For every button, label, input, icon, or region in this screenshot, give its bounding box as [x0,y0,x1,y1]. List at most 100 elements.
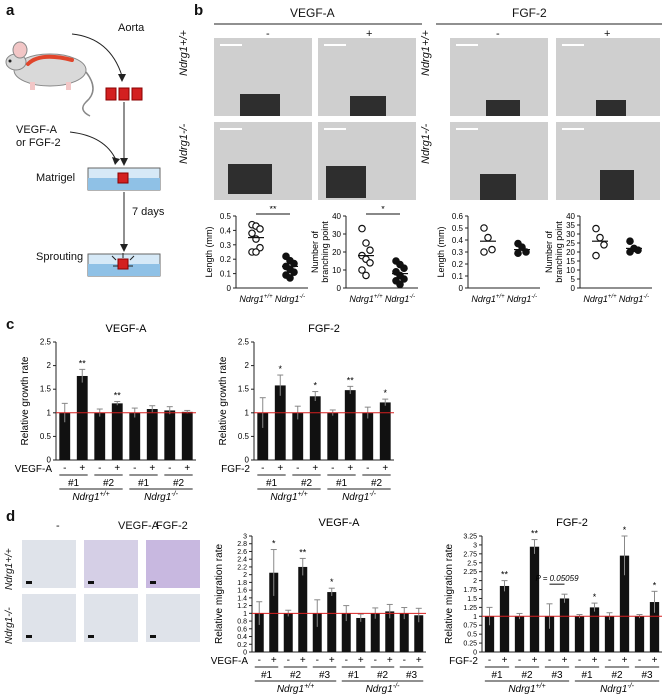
data-point [286,274,294,282]
data-point [362,239,370,247]
treatment-sign: + [300,655,306,666]
treatment-label: VEGF-A [15,464,53,475]
significance-label: * [383,388,387,398]
sprouting-dish-icon [87,253,161,277]
clone-label: #2 [103,478,115,489]
panel-label-a: a [6,2,15,19]
clone-label: #2 [290,670,302,681]
data-point [488,245,496,254]
treatment-label: FGF-2 [221,464,250,475]
data-point [592,251,600,260]
y-tick-label: 0.2 [237,642,247,649]
group-label: Ndrg1+/+ [270,491,307,503]
treatment-sign: - [261,463,264,474]
bar [379,402,391,460]
significance-label: * [653,580,657,590]
y-tick-label: 2.5 [40,338,52,347]
y-tick-label: 1 [243,611,247,618]
significance-label: * [272,539,276,549]
group-label: Ndrg1-/- [342,491,377,503]
treatment-sign: - [63,463,66,474]
treatment-sign: - [366,463,369,474]
treatment-sign: - [133,463,136,474]
significance-label: * [593,592,597,602]
bar [634,616,645,652]
treatment-sign: + [416,655,422,666]
micrograph-vegf-ko-minus [214,122,312,200]
bar [146,409,158,460]
bar [327,592,337,652]
data-point [252,248,260,256]
data-point [396,280,404,289]
bar [269,572,279,652]
clone-label: #2 [377,670,389,681]
chart-title: VEGF-A [106,323,148,335]
chart-title: FGF-2 [308,323,340,335]
treatment-sign: + [502,655,508,666]
y-tick-label: 0 [337,284,342,293]
micrograph-fgf-wt-plus [556,38,660,116]
clone-label: #1 [491,670,503,681]
data-point [366,258,374,267]
bar [604,616,615,652]
significance-label: * [278,364,282,374]
y-tick-label: 1.2 [237,603,247,610]
y-tick-label: 1.5 [238,385,250,394]
clone-label: #2 [173,478,185,489]
bar [619,555,630,652]
bar [283,613,293,652]
treatment-sign: + [149,463,155,474]
aorta-rings-icon [105,87,143,101]
data-point [362,271,370,280]
y-tick-label: 0.5 [452,224,464,233]
matrigel-label: Matrigel [36,172,76,184]
bar [274,385,286,460]
b-row-label-ko-2: Ndrg1-/- [420,123,432,164]
data-point [592,224,600,233]
treatment-sign: + [184,463,190,474]
y-tick-label: 2.5 [238,338,250,347]
d-col-header-1: VEGF-A [118,520,159,532]
treatment-sign: + [277,463,283,474]
significance-label: ** [79,358,87,368]
x-category-label: Ndrg1+/+ [239,294,273,304]
b-scatter-fgf-length: 0 0.1 0.2 0.3 0.4 0.5 0.6 Length (mm) Ndrg1+/+ Nd… [436,212,540,304]
y-tick-label: 0.25 [463,641,477,648]
d-bar-vegf-migration: VEGF-A00.20.40.60.811.21.41.61.822.22.42… [211,517,426,695]
y-tick-label: 0.4 [452,236,464,245]
y-tick-label: 1.4 [237,595,247,602]
y-tick-label: 2 [473,578,477,585]
clone-label: #2 [301,478,313,489]
y-tick-label: 0 [47,456,52,465]
y-tick-label: 2.6 [237,549,247,556]
clone-label: #1 [348,670,360,681]
bar [76,375,88,460]
y-tick-label: 0 [227,284,232,293]
bar [344,390,356,460]
treatment-sign: + [329,655,335,666]
y-tick-label: 3 [243,534,247,541]
bar [356,617,366,652]
d-bar-fgf-migration: FGF-200.250.50.7511.251.51.7522.252.52.7… [444,517,662,695]
y-tick-label: 2.5 [467,560,477,567]
b-scatter-vegf-length: 0 0.1 0.2 0.3 0.4 0.5 Length (mm) Ndrg1+/+ Ndrg1… [204,206,308,304]
y-tick-label: 0 [571,284,576,293]
bar [292,412,304,460]
y-tick-label: 30 [332,230,341,239]
mouse-icon [5,41,94,117]
bar [327,412,339,460]
bar [559,598,570,652]
treatment-sign: + [592,655,598,666]
data-point [626,248,634,256]
clone-label: #3 [641,670,653,681]
y-tick-label: 2.75 [463,551,477,558]
significance-label: ** [114,390,122,400]
y-tick-label: 25 [566,239,575,248]
data-point [358,224,366,233]
panel-label-d: d [6,508,16,525]
y-tick-label: 0.2 [452,260,464,269]
y-tick-label: 0.8 [237,619,247,626]
data-point [480,224,488,232]
